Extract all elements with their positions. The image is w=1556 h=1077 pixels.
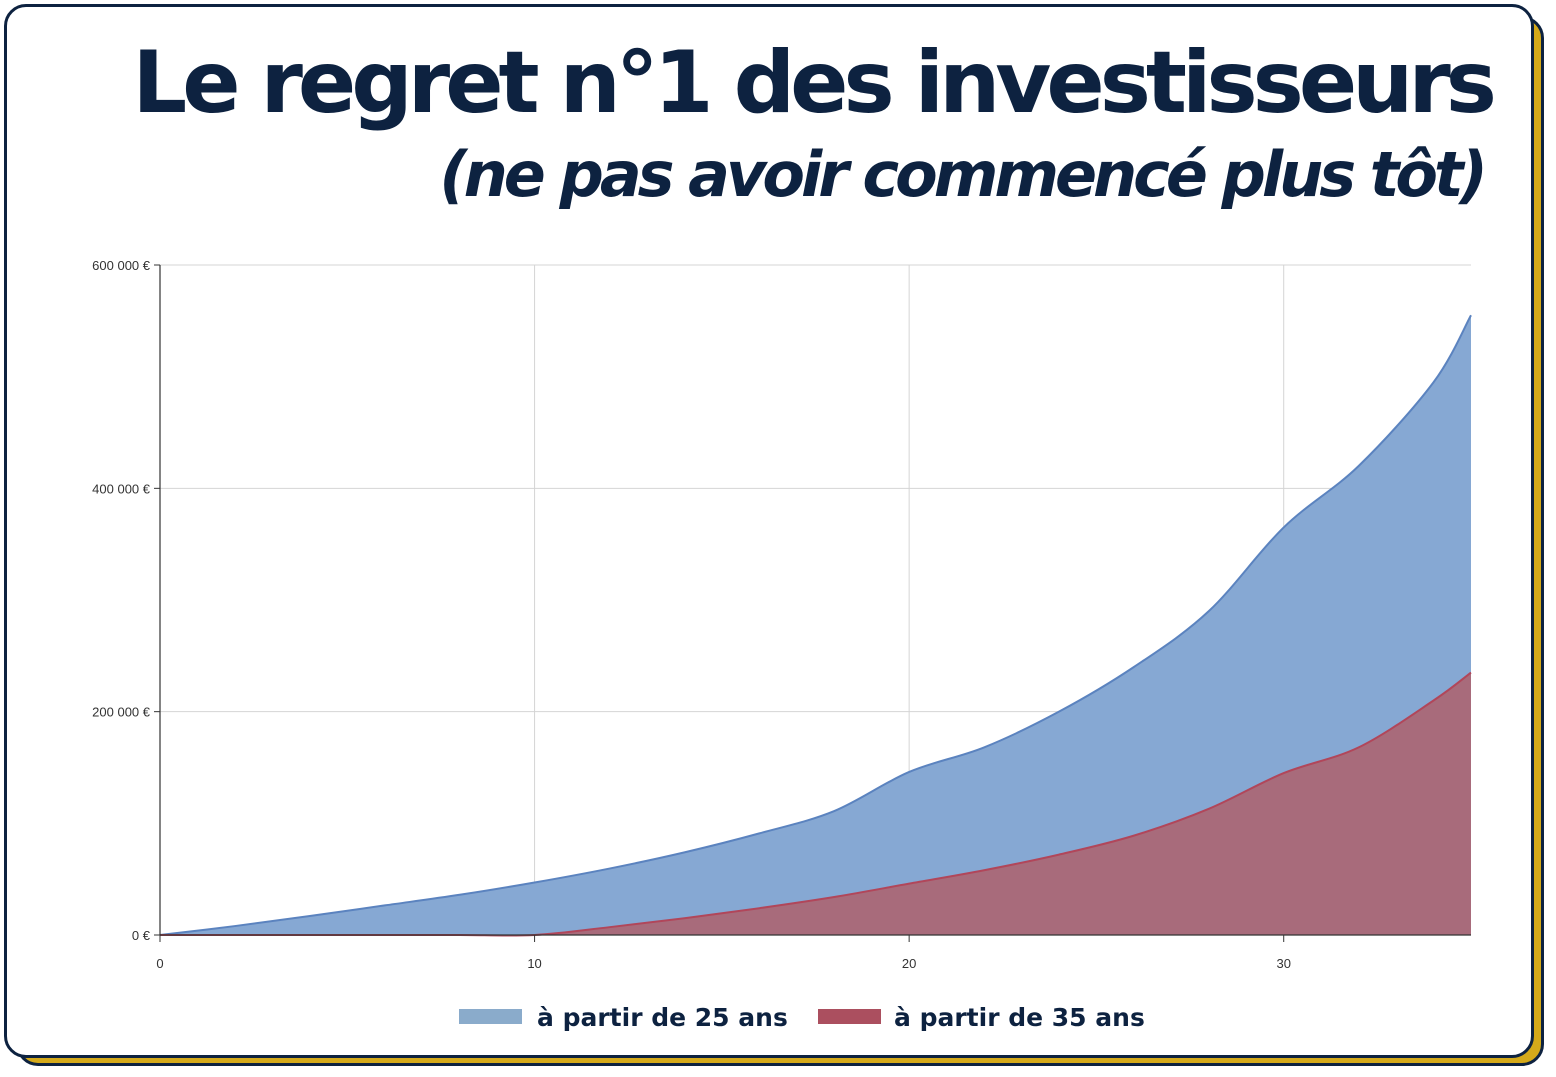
y-axis-ticks: 0 € 200 000 € 400 000 € 600 000 €: [92, 258, 160, 943]
series-areas: [159, 314, 1472, 937]
legend-item-25-label: à partir de 25 ans: [537, 1003, 788, 1032]
y-tick-label: 200 000 €: [92, 705, 151, 720]
legend-item-35-swatch: [818, 1009, 881, 1024]
legend-item-25-swatch: [459, 1009, 522, 1024]
x-tick-label: 10: [527, 956, 541, 971]
series-area-35: [160, 672, 1471, 936]
y-tick-label: 0 €: [132, 928, 151, 943]
legend-item-35-label: à partir de 35 ans: [894, 1003, 1145, 1032]
series-area-25-line: [159, 314, 1472, 936]
y-tick-label: 600 000 €: [92, 258, 151, 273]
x-axis-ticks: 0 10 20 30: [156, 935, 1291, 971]
x-tick-label: 20: [902, 956, 916, 971]
page-title: Le regret n°1 des investisseurs: [132, 33, 1497, 133]
x-tick-label: 30: [1276, 956, 1290, 971]
y-tick-label: 400 000 €: [92, 481, 151, 496]
x-tick-label: 0: [156, 956, 163, 971]
legend: à partir de 25 ans à partir de 35 ans: [459, 1003, 1145, 1032]
axes: [159, 265, 1471, 936]
page-subtitle: (ne pas avoir commencé plus tôt): [439, 138, 1488, 211]
series-area-25: [160, 315, 1471, 935]
